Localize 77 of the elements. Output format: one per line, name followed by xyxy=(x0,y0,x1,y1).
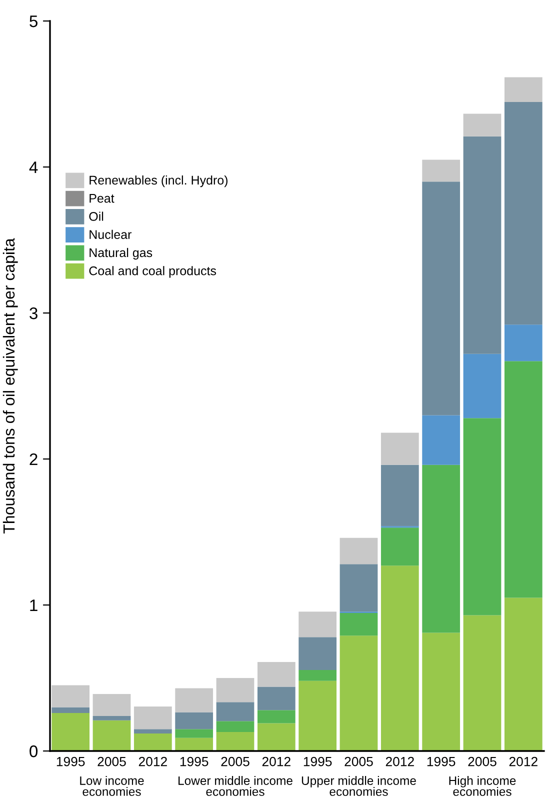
bar xyxy=(504,77,542,102)
y-axis-title: Thousand tons of oil equivalent per capita xyxy=(2,238,18,534)
legend-label: Natural gas xyxy=(90,248,152,260)
bar xyxy=(134,733,172,751)
legend-label: Renewables (incl. Hydro) xyxy=(90,175,228,188)
bar xyxy=(298,670,337,681)
bar xyxy=(463,114,502,136)
bar xyxy=(463,354,502,418)
bar xyxy=(216,702,254,722)
y-tick-label: 2 xyxy=(30,453,38,466)
y-tick-label: 5 xyxy=(30,16,38,28)
legend-label: Peat xyxy=(90,194,114,203)
bar xyxy=(504,324,542,362)
bar xyxy=(340,564,378,612)
y-tick-label: 1 xyxy=(30,600,38,612)
bar xyxy=(422,632,460,751)
x-tick-label: 2005 xyxy=(344,756,373,766)
x-tick-label: 2012 xyxy=(509,756,538,766)
x-tick-label: 2005 xyxy=(221,756,250,766)
bar xyxy=(52,713,90,751)
bar xyxy=(257,686,296,710)
bar xyxy=(380,528,419,566)
bar xyxy=(463,136,502,354)
bar xyxy=(340,636,378,751)
bar xyxy=(504,598,542,751)
bar xyxy=(298,680,337,751)
bar xyxy=(257,710,296,724)
bar xyxy=(92,694,131,716)
bar xyxy=(298,637,337,670)
bar xyxy=(216,678,254,702)
bar xyxy=(92,720,131,751)
bar xyxy=(257,662,296,687)
bar xyxy=(134,729,172,734)
bar xyxy=(298,612,337,638)
bar xyxy=(380,566,419,751)
bar xyxy=(504,361,542,598)
bar xyxy=(340,613,378,636)
y-tick-label: 4 xyxy=(29,162,38,174)
x-tick-label: 2012 xyxy=(138,756,167,766)
bar xyxy=(216,721,254,732)
x-tick-label: 1995 xyxy=(180,756,208,766)
x-tick-label: 1995 xyxy=(56,756,85,766)
text: Low income economies xyxy=(80,776,144,796)
bar xyxy=(463,418,502,616)
bar xyxy=(134,706,172,730)
y-tick-label: 3 xyxy=(30,307,38,320)
legend-label: Coal and coal products xyxy=(89,266,216,278)
bar xyxy=(380,464,419,526)
x-tick-label: 2012 xyxy=(386,756,414,766)
legend-label: Nuclear xyxy=(90,230,132,239)
x-tick-label: 2005 xyxy=(98,756,126,766)
bar xyxy=(504,102,542,325)
bar xyxy=(175,738,214,751)
bar xyxy=(422,182,460,416)
text: Upper middle income economies xyxy=(302,776,416,796)
bar xyxy=(422,415,460,465)
legend-label: Oil xyxy=(89,212,104,221)
bar xyxy=(216,732,254,751)
x-tick-label: 2012 xyxy=(262,756,290,766)
y-tick-label: 0 xyxy=(30,745,38,758)
bar xyxy=(175,712,214,730)
bar xyxy=(463,615,502,751)
text: High income economies xyxy=(449,776,516,796)
x-tick-label: 1995 xyxy=(304,756,332,766)
bar xyxy=(257,723,296,751)
bar xyxy=(380,432,419,465)
bar xyxy=(175,729,214,738)
bar xyxy=(175,688,214,712)
x-tick-label: 1995 xyxy=(427,756,456,766)
bar xyxy=(340,538,378,564)
bar xyxy=(52,707,90,714)
bar xyxy=(422,160,460,182)
bar xyxy=(52,685,90,708)
bar xyxy=(422,464,460,633)
bar xyxy=(92,716,131,720)
text: Lower middle income economies xyxy=(178,776,292,796)
x-tick-label: 2005 xyxy=(468,756,496,766)
